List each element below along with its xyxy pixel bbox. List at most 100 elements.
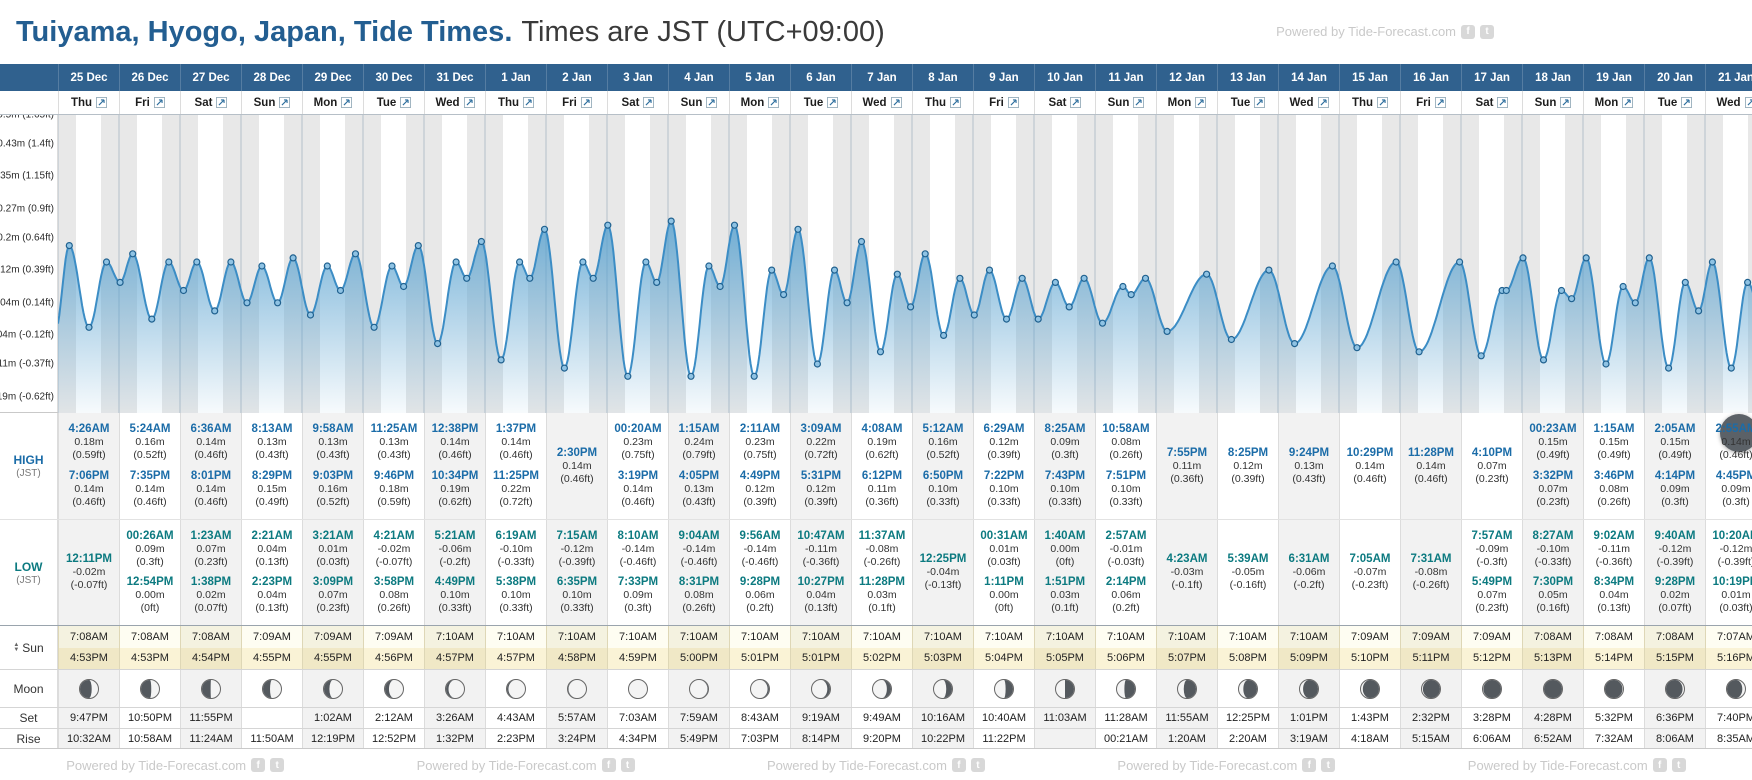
moonrise-cells: 10:32AM 10:58AM 11:24AM 11:50AM 12:19PM 12:52… (58, 729, 1752, 748)
expand-day-icon[interactable] (1622, 97, 1634, 108)
date-cell: 17 Jan (1461, 64, 1522, 91)
tide-event: 8:25PM 0.12m (0.39ft) (1228, 447, 1268, 486)
tide-event: 3:32PM 0.07m (0.23ft) (1533, 470, 1573, 509)
tide-point (414, 242, 422, 250)
expand-day-icon[interactable] (279, 97, 291, 108)
expand-day-icon[interactable] (1070, 97, 1082, 108)
tide-time: 4:10PM (1471, 446, 1513, 459)
facebook-icon[interactable]: f (601, 758, 616, 772)
moon-phase-cell (1339, 670, 1400, 707)
tide-event: 2:05AM 0.15m (0.49ft) (1655, 423, 1696, 462)
tide-time: 9:28PM (1654, 576, 1696, 589)
tide-point (794, 225, 802, 233)
expand-day-icon[interactable] (1133, 97, 1145, 108)
moon-phase-icon (1116, 678, 1136, 699)
tide-point (497, 356, 505, 364)
tide-event: 4:10PM 0.07m (0.23ft) (1472, 447, 1512, 486)
expand-day-icon[interactable] (706, 97, 718, 108)
expand-day-icon[interactable] (1681, 97, 1693, 108)
moonset-time-cell: 12:25PM (1217, 708, 1278, 728)
tide-height-m: 0.23m (623, 436, 653, 448)
expand-day-icon[interactable] (1497, 97, 1509, 108)
expand-day-icon[interactable] (1195, 97, 1207, 108)
tide-point (624, 372, 632, 380)
facebook-icon[interactable]: f (951, 758, 966, 772)
moon-phase-cell (1705, 670, 1752, 707)
tide-height-m: 0.12m (1233, 459, 1263, 472)
expand-day-icon[interactable] (580, 97, 592, 108)
date-cell: 5 Jan (729, 64, 790, 91)
tide-event: 4:49PM 0.10m (0.33ft) (435, 576, 475, 615)
tide-time: 2:21AM (251, 529, 293, 542)
expand-day-icon[interactable] (1317, 97, 1329, 108)
sun-cell: 7:07AM 5:16PM (1705, 626, 1752, 669)
twitter-icon[interactable]: t (270, 758, 285, 772)
low-tide-row: LOW (JST) 12:11PM -0.02m (-0.07ft) 00:26AM 0… (0, 519, 1752, 625)
expand-day-icon[interactable] (400, 97, 412, 108)
twitter-icon[interactable]: t (1321, 758, 1336, 772)
expand-day-icon[interactable] (1007, 97, 1019, 108)
expand-day-icon[interactable] (1560, 97, 1572, 108)
tide-height-m: -0.07m (1353, 566, 1387, 578)
sunset-time: 4:54PM (181, 647, 241, 669)
sunrise-time: 7:10AM (974, 626, 1034, 648)
expand-day-icon[interactable] (768, 97, 780, 108)
sun-cell: 7:10AM 4:57PM (485, 626, 546, 669)
expand-day-icon[interactable] (463, 97, 475, 108)
twitter-icon[interactable]: t (620, 758, 635, 772)
sun-cell: 7:08AM 5:14PM (1583, 626, 1644, 669)
weekday-cell: Sun (1522, 91, 1583, 114)
tide-time: 6:36AM (190, 423, 232, 435)
expand-day-icon[interactable] (1377, 97, 1389, 108)
tide-height-m: 0.13m (684, 483, 714, 495)
facebook-icon[interactable]: f (1302, 758, 1317, 772)
tide-point (388, 262, 396, 270)
expand-day-icon[interactable] (950, 97, 962, 108)
moon-phase-cell (851, 670, 912, 707)
tide-height-ft: (0.33ft) (1048, 496, 1082, 508)
moonrise-time-cell: 12:19PM (302, 729, 363, 748)
tide-point (1602, 360, 1610, 368)
expand-day-icon[interactable] (96, 97, 108, 108)
weekday-cell: Sat (180, 91, 241, 114)
tide-height-m: 0.00m (989, 589, 1019, 602)
facebook-icon[interactable]: f (251, 758, 266, 772)
tide-point (560, 364, 568, 372)
expand-day-icon[interactable] (1744, 97, 1752, 108)
floating-action-button[interactable] (1720, 414, 1752, 452)
expand-day-icon[interactable] (890, 97, 902, 108)
expand-day-icon[interactable] (153, 97, 165, 108)
tide-point (1582, 254, 1590, 262)
expand-day-icon[interactable] (1254, 97, 1266, 108)
expand-day-icon[interactable] (341, 97, 353, 108)
twitter-icon[interactable]: t (1480, 24, 1494, 39)
high-tide-cell: 12:38PM 0.14m (0.46ft) 10:34PM 0.19m (0.62ft) (424, 413, 485, 519)
expand-day-icon[interactable] (643, 97, 655, 108)
expand-day-icon[interactable] (827, 97, 839, 108)
tide-height-m: -0.12m (1658, 542, 1692, 555)
expand-day-icon[interactable] (523, 97, 535, 108)
low-tide-cell: 4:21AM -0.02m (-0.07ft) 3:58PM 0.08m (0.26ft) (363, 520, 424, 625)
expand-day-icon[interactable] (216, 97, 228, 108)
footer-watermark: Powered by Tide-Forecast.com f t (66, 758, 285, 773)
tide-event: 1:37PM 0.14m (0.46ft) (496, 423, 536, 462)
weekday-label: Mon (313, 96, 338, 109)
twitter-icon[interactable]: t (1671, 758, 1686, 772)
tide-point (1619, 282, 1627, 291)
weekday-cell: Sat (1034, 91, 1095, 114)
moon-phase-cell (58, 670, 119, 707)
facebook-icon[interactable]: f (1652, 758, 1667, 772)
tide-event: 4:21AM -0.02m (-0.07ft) (374, 530, 415, 569)
twitter-icon[interactable]: t (970, 758, 985, 772)
tide-time: 5:31PM (800, 470, 842, 482)
tide-time: 4:49PM (434, 576, 476, 589)
facebook-icon[interactable]: f (1461, 24, 1475, 39)
tide-event: 9:24PM 0.13m (0.43ft) (1289, 447, 1329, 486)
weekday-label: Mon (740, 96, 765, 109)
jst-label: (JST) (16, 574, 41, 586)
moonrise-time-cell: 4:34PM (607, 729, 668, 748)
expand-day-icon[interactable] (1434, 97, 1446, 108)
tide-event: 2:30PM 0.14m (0.46ft) (557, 447, 597, 486)
low-tide-cells: 12:11PM -0.02m (-0.07ft) 00:26AM 0.09m (0.3ft… (58, 520, 1752, 625)
tide-height-ft: (0.03ft) (987, 555, 1021, 568)
